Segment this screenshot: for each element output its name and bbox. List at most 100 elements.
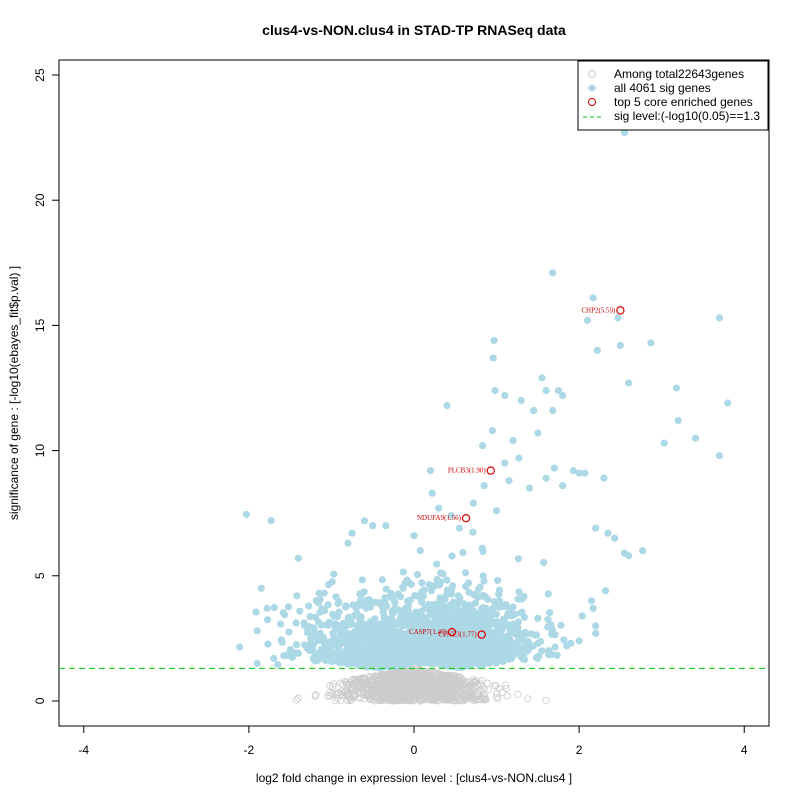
sig-point [481, 647, 489, 656]
nonsig-point [433, 669, 442, 678]
sig-point [333, 613, 342, 621]
sig-point [414, 632, 422, 640]
top-gene-label: CHP2(5.59) [581, 306, 616, 314]
sig-point [517, 396, 525, 405]
nonsig-point [386, 669, 394, 677]
sig-point [334, 621, 342, 630]
nonsig-point [324, 692, 332, 700]
sig-point [421, 619, 430, 627]
y-axis-label: significance of gene : [-log10(ebayes_fi… [7, 266, 21, 520]
nonsig-point [366, 672, 374, 681]
sig-point [359, 646, 368, 654]
sig-point [335, 656, 343, 664]
sig-point [387, 589, 395, 598]
sig-point [455, 524, 464, 532]
sig-point [465, 588, 473, 596]
nonsig-point [385, 671, 394, 679]
sig-point [263, 616, 272, 624]
x-tick-label: 0 [411, 743, 418, 757]
sig-point [445, 644, 453, 652]
sig-point [378, 576, 386, 584]
sig-point [546, 609, 554, 617]
sig-point [420, 586, 428, 594]
sig-point [557, 621, 565, 629]
sig-point [408, 617, 416, 625]
nonsig-point [421, 672, 429, 680]
nonsig-point [443, 677, 451, 686]
sig-point [545, 647, 553, 655]
sig-point [514, 645, 523, 653]
sig-point [563, 642, 571, 650]
nonsig-point [342, 678, 351, 686]
sig-point [549, 269, 557, 277]
nonsig-point [405, 669, 413, 678]
nonsig-point [405, 697, 413, 705]
sig-point [419, 627, 428, 635]
sig-point [398, 631, 406, 639]
sig-point [270, 603, 278, 612]
sig-point [428, 489, 436, 497]
sig-point [492, 659, 500, 667]
nonsig-point [429, 674, 438, 682]
sig-point [691, 434, 700, 442]
top-gene-marker [461, 513, 471, 523]
legend-box [577, 60, 769, 131]
sig-point [435, 581, 444, 589]
sig-point [461, 582, 470, 590]
nonsig-point [294, 694, 302, 702]
sig-point [534, 639, 542, 648]
sig-point [418, 598, 426, 606]
sig-point [551, 643, 559, 651]
sig-point [443, 401, 451, 410]
sig-point [439, 570, 447, 578]
nonsig-point [466, 695, 475, 703]
sig-point [472, 642, 480, 650]
sig-point [296, 607, 304, 615]
sig-point [492, 610, 500, 618]
nonsig-point [437, 689, 445, 697]
sig-point [575, 469, 583, 477]
sig-point [360, 633, 368, 641]
sig-point [502, 641, 511, 649]
sig-point [320, 589, 328, 597]
nonsig-point [421, 694, 430, 702]
nonsig-point [393, 671, 401, 680]
nonsig-point [331, 697, 339, 705]
nonsig-point [435, 670, 443, 679]
nonsig-point [445, 691, 453, 700]
sig-point [431, 618, 439, 627]
sig-point [303, 628, 312, 636]
sig-point [292, 619, 300, 627]
sig-point [435, 504, 443, 512]
nonsig-point [495, 684, 503, 692]
nonsig-point [386, 694, 394, 703]
sig-point [419, 656, 428, 664]
legend-top-symbol [588, 98, 596, 106]
sig-point [471, 599, 480, 607]
x-tick-label: -4 [78, 743, 89, 757]
sig-point [501, 391, 509, 400]
sig-point [447, 586, 455, 594]
sig-point [426, 659, 434, 668]
sig-point [538, 374, 546, 382]
nonsig-point [502, 684, 510, 693]
top-gene-marker [616, 306, 625, 315]
sig-point [316, 629, 324, 637]
sig-point [400, 656, 408, 664]
sig-point [515, 588, 523, 596]
sig-point [356, 597, 364, 605]
sig-point [411, 592, 419, 600]
sig-point [466, 622, 474, 630]
sig-point [395, 654, 403, 662]
sig-point [495, 590, 503, 599]
sig-point [278, 638, 286, 646]
sig-point [500, 652, 508, 660]
nonsig-point [480, 685, 488, 693]
nonsig-point [491, 681, 499, 690]
nonsig-point [462, 694, 471, 702]
sig-point [381, 638, 389, 646]
sig-point [509, 620, 517, 628]
sig-point [534, 429, 542, 437]
sig-point [445, 639, 453, 647]
sig-point [518, 595, 526, 603]
